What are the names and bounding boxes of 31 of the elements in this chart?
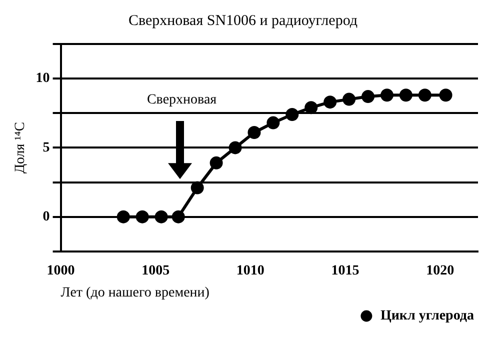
point (116, 210, 130, 224)
point (342, 92, 356, 106)
point (190, 181, 204, 194)
point (248, 126, 261, 139)
x-tick-label: 1000 (46, 263, 75, 278)
point (136, 210, 149, 224)
point (154, 210, 168, 224)
x-tick-label: 1005 (142, 263, 170, 278)
annotation: Сверхновая (146, 92, 218, 108)
point (362, 90, 375, 104)
point (439, 88, 452, 102)
point (286, 108, 299, 122)
point (380, 88, 394, 102)
legend-label: Цикл углерода (380, 308, 474, 324)
point (418, 88, 432, 102)
x-tick-label: 1015 (331, 263, 360, 278)
point (172, 210, 185, 224)
point (304, 101, 318, 114)
y-tick-label: 0 (42, 209, 50, 224)
y-tick-label: 10 (36, 71, 50, 86)
x-tick-label: 1010 (236, 263, 264, 278)
y-tick-label: 5 (42, 140, 50, 156)
chart-title: Сверхновая SN1006 и радиоуглерод (128, 12, 358, 29)
point (266, 116, 280, 130)
point (210, 156, 223, 170)
x-axis-title: Лет (до нашего времени) (60, 285, 210, 300)
x-tick-label: 1020 (426, 263, 454, 278)
point (228, 141, 242, 154)
point (399, 88, 412, 102)
y-axis-title: Доля ¹⁴C (13, 122, 28, 174)
point (324, 96, 337, 109)
